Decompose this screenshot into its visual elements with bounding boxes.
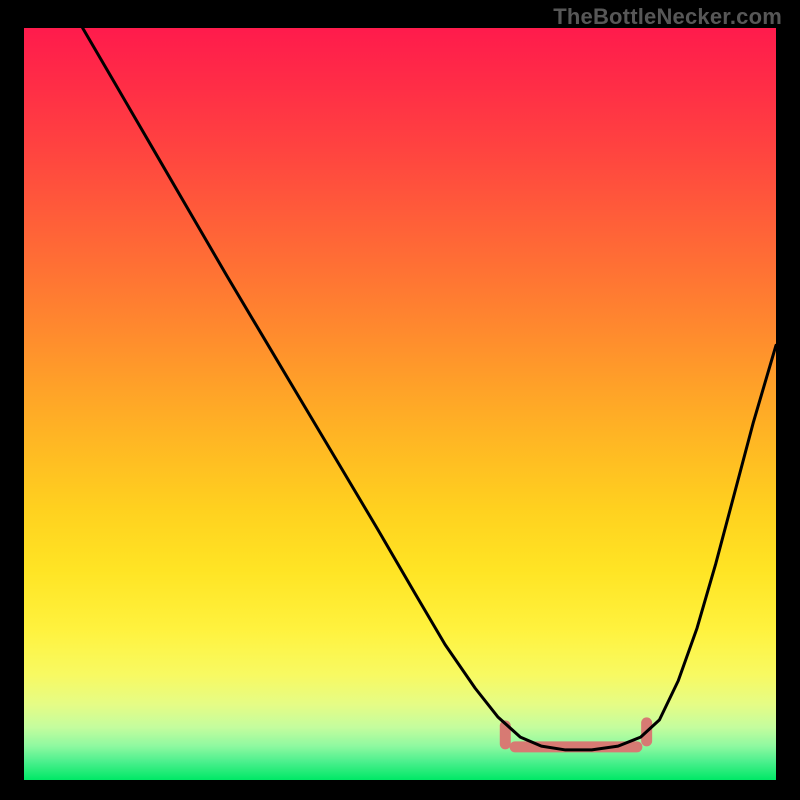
bottleneck-chart: [24, 28, 776, 780]
watermark: TheBottleNecker.com: [553, 4, 782, 30]
bottleneck-curve: [83, 28, 776, 750]
chart-curve-layer: [24, 28, 776, 780]
